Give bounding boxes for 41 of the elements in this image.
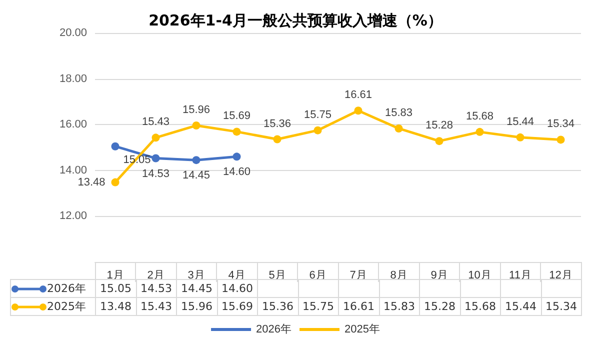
- y-tick-label: 14.00: [59, 164, 87, 176]
- data-label: 14.45: [181, 282, 212, 295]
- text: 14.45: [182, 170, 210, 182]
- y-tick-label: 16.00: [59, 118, 87, 131]
- text: 2025年: [344, 324, 380, 336]
- text: 15.43: [142, 116, 170, 128]
- data-label: 15.75: [298, 298, 338, 316]
- text: 15.34: [546, 118, 575, 130]
- text: 15.36: [263, 118, 292, 130]
- data-label: 15.34: [541, 298, 582, 316]
- text: 2026年: [256, 324, 292, 336]
- chart-title: 2026年1-4月一般公共预算收入增速（%）: [148, 12, 442, 30]
- text: 16.61: [344, 89, 372, 102]
- text: 13.48: [78, 176, 106, 188]
- data-label: 15.28: [420, 298, 460, 316]
- y-tick-label: 12.00: [59, 210, 87, 222]
- text: 15.83: [384, 106, 413, 119]
- data-label: 16.61: [338, 298, 379, 316]
- text: 15.75: [304, 108, 332, 121]
- y-tick-label: 20.00: [59, 27, 87, 39]
- data-label: 14.60: [222, 282, 253, 295]
- text: 14.60: [222, 166, 251, 178]
- data-label: 13.48: [96, 298, 136, 316]
- text: 15.69: [222, 110, 251, 122]
- text: 15.28: [425, 120, 454, 132]
- data-label: 15.05: [100, 282, 132, 295]
- data-label: 15.43: [136, 298, 176, 316]
- data-label: 15.68: [460, 298, 500, 316]
- data-label: 15.83: [379, 298, 420, 316]
- data-label: 15.96: [176, 298, 217, 316]
- legend-label: 2026年: [47, 282, 86, 295]
- text: 15.44: [506, 116, 534, 128]
- text: 15.96: [182, 104, 210, 116]
- text: 14.53: [142, 168, 170, 180]
- y-tick-label: 18.00: [59, 72, 87, 85]
- legend-label: 2025年: [47, 300, 86, 313]
- text: 15.68: [466, 110, 494, 122]
- data-label: 15.69: [217, 298, 258, 316]
- data-label: 14.53: [140, 282, 172, 295]
- data-label: 15.36: [258, 298, 298, 316]
- data-label: 15.44: [500, 298, 541, 316]
